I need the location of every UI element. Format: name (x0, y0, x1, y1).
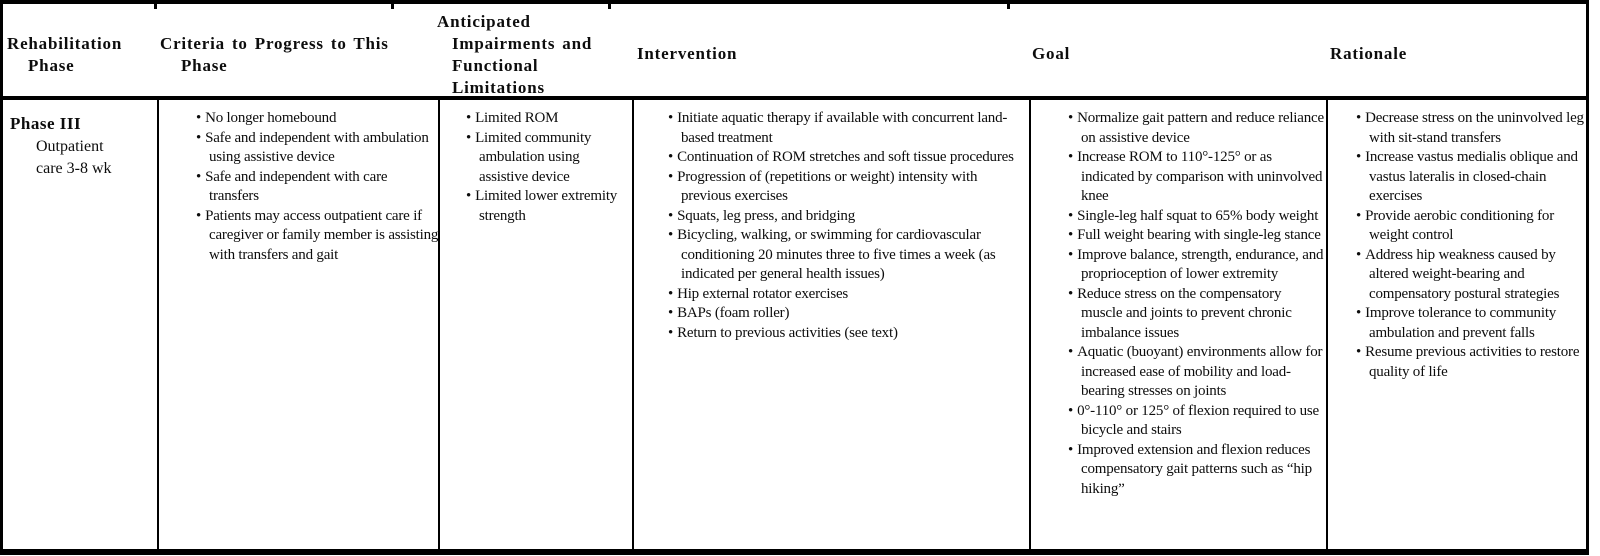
goal-bullet: Normalize gait pattern and reduce relian… (1068, 109, 1326, 148)
header-line: Limitations (452, 78, 545, 97)
header-line: Criteria to Progress to This (160, 34, 389, 53)
header-anticipated-impairments: Anticipated Impairments and Functional Limi… (437, 11, 592, 99)
phase-subtitle: Outpatient care 3-8 wk (10, 136, 155, 180)
column-separator-2 (438, 100, 440, 550)
table-bottom-border (0, 549, 1589, 555)
goal-bullet: Reduce stress on the compensatory muscle… (1068, 285, 1326, 344)
criteria-bullet: Safe and independent with care transfers (196, 168, 439, 207)
rationale-bullet: Provide aerobic conditioning for weight … (1356, 207, 1584, 246)
header-separator-line (0, 96, 1589, 100)
intervention-bullet: Progression of (repetitions or weight) i… (668, 168, 1028, 207)
header-line: Phase (181, 56, 228, 75)
intervention-bullet: Continuation of ROM stretches and soft t… (668, 148, 1028, 168)
criteria-bullet: No longer homebound (196, 109, 439, 129)
phase-subtitle-line: Outpatient (36, 138, 104, 155)
cell-rationale-bullets: Decrease stress on the uninvolved leg wi… (1356, 109, 1584, 382)
cell-rehabilitation-phase: Phase III Outpatient care 3-8 wk (10, 112, 155, 180)
top-edge-tick (391, 0, 394, 9)
header-line: Rehabilitation (7, 34, 123, 53)
intervention-bullet: Squats, leg press, and bridging (668, 207, 1028, 227)
rationale-bullet: Improve tolerance to community ambulatio… (1356, 304, 1584, 343)
cell-criteria-bullets: No longer homeboundSafe and independent … (196, 109, 439, 265)
goal-bullet: Improved extension and flexion reduces c… (1068, 441, 1326, 500)
top-edge-tick (608, 0, 611, 9)
table-left-border (0, 0, 3, 555)
impairment-bullet: Limited lower extremity strength (466, 187, 618, 226)
header-criteria-to-progress: Criteria to Progress to This Phase (160, 33, 389, 77)
cell-intervention-bullets: Initiate aquatic therapy if available wi… (668, 109, 1028, 343)
header-goal: Goal (1032, 44, 1071, 63)
impairment-bullet: Limited ROM (466, 109, 618, 129)
goal-bullet: Increase ROM to 110°-125° or as indicate… (1068, 148, 1326, 207)
impairment-bullet: Limited community ambulation using assis… (466, 129, 618, 188)
criteria-bullet: Patients may access outpatient care if c… (196, 207, 439, 266)
phase-subtitle-line: care 3-8 wk (36, 160, 112, 177)
header-rationale: Rationale (1330, 44, 1408, 63)
header-line: Anticipated (437, 12, 531, 31)
header-line: Impairments and (452, 34, 593, 53)
top-edge-tick (154, 0, 157, 9)
goal-bullet: Single-leg half squat to 65% body weight (1068, 207, 1326, 227)
header-line: Phase (28, 56, 75, 75)
criteria-bullet: Safe and independent with ambulation usi… (196, 129, 439, 168)
column-separator-1 (157, 100, 159, 550)
goal-bullet: Improve balance, strength, endurance, an… (1068, 246, 1326, 285)
header-rehabilitation-phase: Rehabilitation Phase (7, 33, 122, 77)
header-intervention: Intervention (637, 44, 738, 63)
cell-goal-bullets: Normalize gait pattern and reduce relian… (1068, 109, 1326, 499)
goal-bullet: Aquatic (buoyant) environments allow for… (1068, 343, 1326, 402)
column-separator-4 (1029, 100, 1031, 550)
rationale-bullet: Decrease stress on the uninvolved leg wi… (1356, 109, 1584, 148)
column-separator-3 (632, 100, 634, 550)
intervention-bullet: Return to previous activities (see text) (668, 324, 1028, 344)
column-separator-5 (1326, 100, 1328, 550)
cell-impairments-bullets: Limited ROMLimited community ambulation … (466, 109, 618, 226)
intervention-bullet: Hip external rotator exercises (668, 285, 1028, 305)
rationale-bullet: Resume previous activities to restore qu… (1356, 343, 1584, 382)
table-top-border (0, 0, 1589, 4)
top-edge-tick (1007, 0, 1010, 9)
header-line: Functional (452, 56, 539, 75)
goal-bullet: 0°-110° or 125° of flexion required to u… (1068, 402, 1326, 441)
intervention-bullet: BAPs (foam roller) (668, 304, 1028, 324)
phase-title: Phase III (10, 114, 82, 133)
table-right-border (1586, 0, 1589, 555)
rationale-bullet: Increase vastus medialis oblique and vas… (1356, 148, 1584, 207)
rationale-bullet: Address hip weakness caused by altered w… (1356, 246, 1584, 305)
intervention-bullet: Bicycling, walking, or swimming for card… (668, 226, 1028, 285)
goal-bullet: Full weight bearing with single-leg stan… (1068, 226, 1326, 246)
intervention-bullet: Initiate aquatic therapy if available wi… (668, 109, 1028, 148)
